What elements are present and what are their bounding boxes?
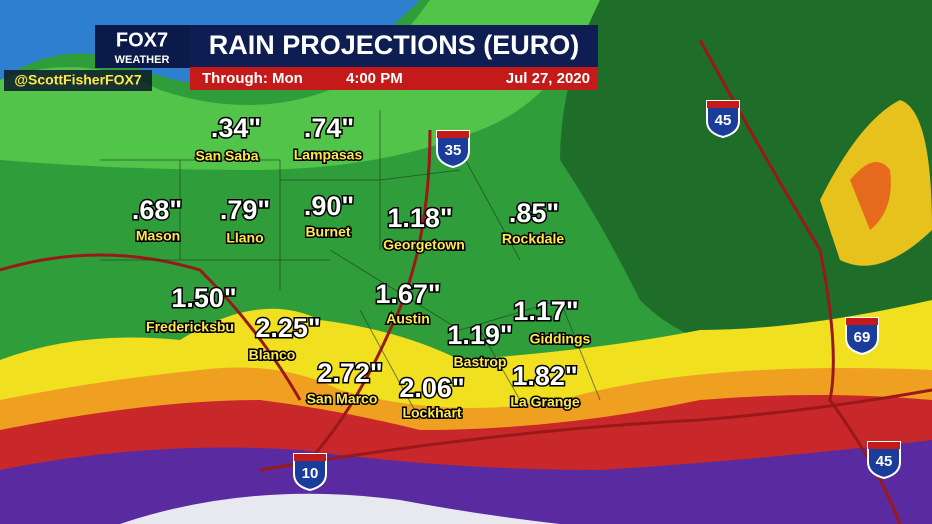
city-name: Lockhart [402, 405, 461, 421]
date: Jul 27, 2020 [506, 70, 590, 87]
rain-amount: .34" [211, 113, 261, 143]
subtitle-bar [190, 67, 598, 90]
city-name: Blanco [249, 347, 296, 363]
rain-amount: 2.72" [317, 358, 382, 388]
city-name: Llano [226, 230, 263, 246]
city-name: Rockdale [502, 231, 564, 247]
logo: FOX7 [116, 29, 168, 51]
handle-box [4, 70, 152, 91]
shield-top [846, 318, 878, 325]
city-name: Mason [136, 228, 180, 244]
rain-amount: 2.25" [255, 313, 320, 343]
rain-amount: 1.19" [447, 320, 512, 350]
interstate-shield [867, 441, 901, 480]
interstate-shield [436, 130, 470, 169]
city-name: Austin [386, 311, 430, 327]
interstate-shield [293, 453, 327, 492]
logo-sub: WEATHER [115, 54, 170, 66]
shield-number: 69 [854, 329, 871, 346]
shield-top [707, 101, 739, 108]
shield-number: 35 [445, 142, 462, 159]
rain-amount: 2.06" [399, 373, 464, 403]
rain-amount: .79" [220, 195, 270, 225]
rain-amount: .90" [304, 191, 354, 221]
dark-green [560, 0, 932, 360]
city-name: Fredericksbu [146, 319, 234, 335]
rain-amount: .74" [304, 113, 354, 143]
city-name: San Saba [195, 148, 258, 164]
city-name: Georgetown [383, 237, 465, 253]
title-bar [190, 25, 598, 67]
city-name: Burnet [305, 224, 350, 240]
rain-amount: 1.18" [387, 203, 452, 233]
rain-amount: 1.50" [171, 283, 236, 313]
city-name: Bastrop [454, 354, 507, 370]
rain-amount: .68" [132, 195, 182, 225]
orange-ne [850, 162, 891, 230]
rain-amount: 1.67" [375, 279, 440, 309]
logo-box [95, 25, 190, 68]
white-band [120, 493, 560, 524]
shield-number: 45 [715, 112, 732, 129]
interstate-shield [845, 317, 879, 356]
shield-number: 45 [876, 453, 893, 470]
through: Through: Mon [202, 70, 303, 87]
city-name: Lampasas [294, 147, 363, 163]
shield-top [437, 131, 469, 138]
shield-number: 10 [302, 465, 319, 482]
title: RAIN PROJECTIONS (EURO) [209, 30, 580, 60]
header: FOX7 WEATHER RAIN PROJECTIONS (EURO) Thr… [4, 25, 598, 91]
shield-top [868, 442, 900, 449]
city-name: Giddings [530, 331, 591, 347]
highways [0, 39, 932, 524]
handle: @ScottFisherFOX7 [14, 72, 141, 88]
rain-amount: 1.82" [512, 361, 577, 391]
rain-amount: 1.17" [513, 296, 578, 326]
city-name: San Marco [307, 391, 378, 407]
time: 4:00 PM [346, 70, 403, 87]
city-name: La Grange [510, 394, 579, 410]
interstate-shield [706, 100, 740, 139]
county-lines [100, 110, 601, 421]
rain-amount: .85" [509, 198, 559, 228]
shield-top [294, 454, 326, 461]
